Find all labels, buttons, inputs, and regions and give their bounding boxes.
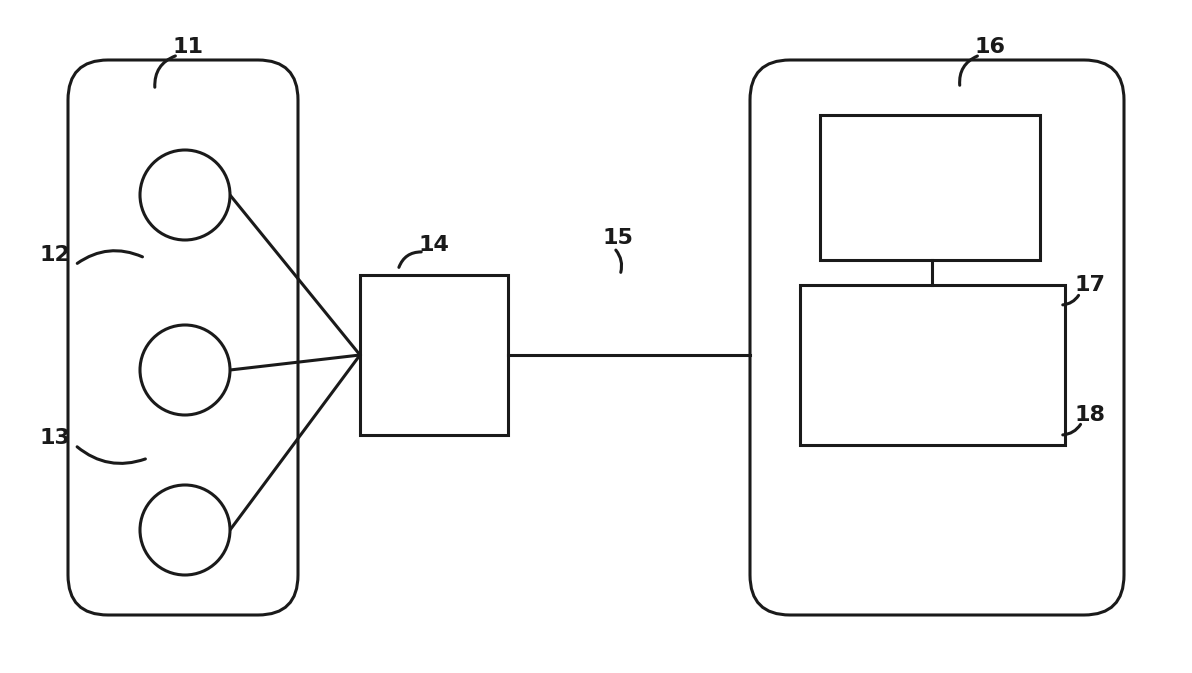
Bar [800,285,1064,445]
Text: 18: 18 [1074,405,1105,425]
Text: 17: 17 [1074,275,1105,295]
Bar [820,115,1039,260]
Text: 11: 11 [173,37,204,57]
Circle shape [139,150,230,240]
Circle shape [139,325,230,415]
Text: 14: 14 [418,235,449,255]
Bar [360,275,508,435]
FancyBboxPatch shape [68,60,298,615]
Text: 15: 15 [603,228,633,248]
FancyBboxPatch shape [750,60,1124,615]
Text: 12: 12 [39,245,70,265]
Text: 16: 16 [975,37,1006,57]
Text: 13: 13 [39,428,70,448]
Circle shape [139,485,230,575]
